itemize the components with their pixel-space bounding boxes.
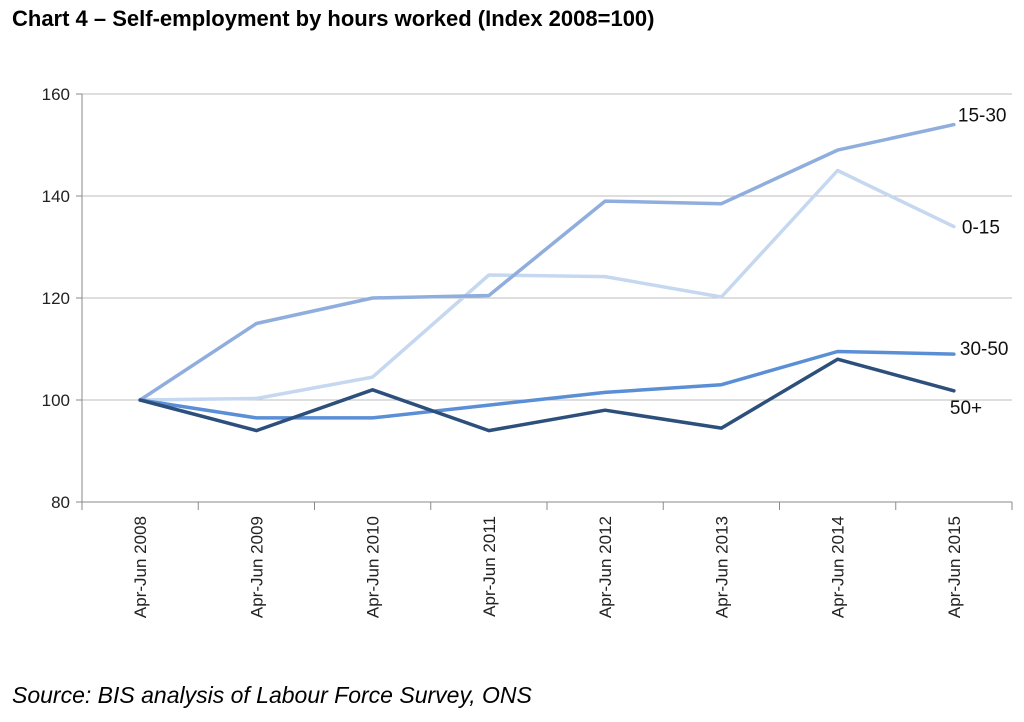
y-tick-label: 120 <box>42 289 70 308</box>
x-tick-label: Apr-Jun 2012 <box>596 516 615 618</box>
x-tick-label: Apr-Jun 2010 <box>364 516 383 618</box>
y-axis-ticks: 80 100 120 140 160 <box>42 85 82 512</box>
chart-title: Chart 4 – Self-employment by hours worke… <box>12 6 655 31</box>
y-tick-label: 140 <box>42 187 70 206</box>
x-tick-label: Apr-Jun 2014 <box>829 516 848 618</box>
x-tick-label: Apr-Jun 2013 <box>712 516 731 618</box>
series-label-30-50: 30-50 <box>960 339 1009 360</box>
y-tick-label: 160 <box>42 85 70 104</box>
y-tick-label: 100 <box>42 391 70 410</box>
x-tick-label: Apr-Jun 2009 <box>247 516 266 618</box>
x-tick-label: Apr-Jun 2015 <box>945 516 964 618</box>
series-label-0-15: 0-15 <box>962 218 1000 239</box>
x-tick-label: Apr-Jun 2008 <box>131 516 150 618</box>
series-label-15-30: 15-30 <box>958 106 1007 127</box>
series-line-50+ <box>138 357 956 433</box>
series-labels: 15-30 0-15 30-50 50+ <box>950 106 1009 419</box>
source-note: Source: BIS analysis of Labour Force Sur… <box>12 682 532 708</box>
series-line-30-50 <box>138 349 956 420</box>
y-tick-label: 80 <box>51 493 70 512</box>
series-label-50+: 50+ <box>950 398 982 419</box>
series-lines <box>138 122 956 433</box>
series-line-0-15 <box>138 168 956 402</box>
x-tick-label: Apr-Jun 2011 <box>480 516 499 617</box>
x-axis-ticks: Apr-Jun 2008 Apr-Jun 2009 Apr-Jun 2010 Apr-… <box>81 502 1013 618</box>
series-line-15-30 <box>138 122 956 402</box>
